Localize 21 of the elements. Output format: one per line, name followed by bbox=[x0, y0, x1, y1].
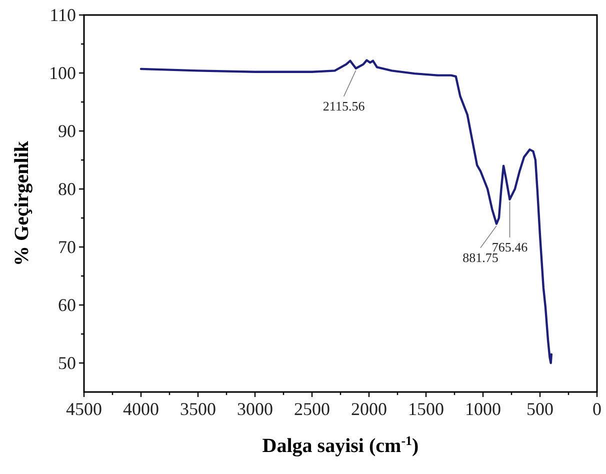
x-tick-label: 2500 bbox=[294, 399, 330, 419]
x-tick-label: 4000 bbox=[123, 399, 159, 419]
y-tick-label: 70 bbox=[58, 237, 76, 257]
x-tick-label: 3000 bbox=[237, 399, 273, 419]
x-axis-title: Dalga sayisi (cm$^{-1}$) bbox=[262, 432, 419, 457]
y-axis-title: % Geçirgenlik bbox=[11, 140, 33, 266]
x-tick-label: 500 bbox=[526, 399, 554, 419]
x-tick-label: 1500 bbox=[408, 399, 444, 419]
x-tick-label: 0 bbox=[592, 399, 602, 419]
y-tick-label: 110 bbox=[50, 5, 76, 25]
annotation: 2115.56 bbox=[322, 98, 366, 114]
x-tick-label: 4500 bbox=[66, 399, 102, 419]
y-tick-label: 90 bbox=[58, 121, 76, 141]
x-tick-label: 3500 bbox=[180, 399, 216, 419]
line-series bbox=[140, 59, 552, 364]
x-tick-label: 2000 bbox=[351, 399, 387, 419]
y-tick-label: 100 bbox=[49, 63, 76, 83]
x-tick-label: 1000 bbox=[465, 399, 501, 419]
y-tick-label: 60 bbox=[58, 295, 76, 315]
y-tick-label: 80 bbox=[58, 179, 76, 199]
y-tick-label: 50 bbox=[58, 353, 76, 373]
